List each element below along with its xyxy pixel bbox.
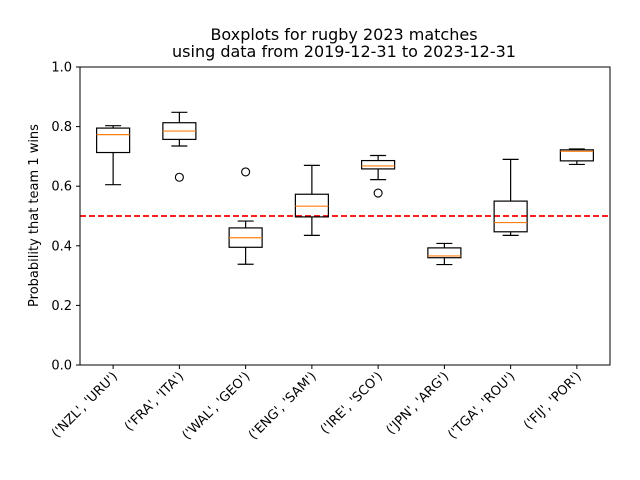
y-tick-label: 0.6 (51, 180, 72, 195)
outlier-point (174, 172, 184, 182)
box (493, 200, 528, 233)
chart-subtitle: using data from 2019-12-31 to 2023-12-31 (172, 42, 516, 61)
y-tick-label: 0.4 (51, 239, 72, 254)
y-tick-label: 1.0 (51, 61, 72, 76)
box (427, 247, 462, 259)
y-tick-label: 0.0 (51, 359, 72, 374)
y-axis-label: Probability that team 1 wins (27, 124, 42, 307)
box (96, 127, 131, 154)
box (361, 159, 396, 170)
box (559, 149, 594, 162)
y-tick-label: 0.8 (51, 120, 72, 135)
outlier-point (241, 167, 251, 177)
axes-frame (79, 66, 611, 366)
outlier-point (373, 188, 383, 198)
y-tick-label: 0.2 (51, 299, 72, 314)
chart-title: Boxplots for rugby 2023 matches (210, 25, 477, 44)
